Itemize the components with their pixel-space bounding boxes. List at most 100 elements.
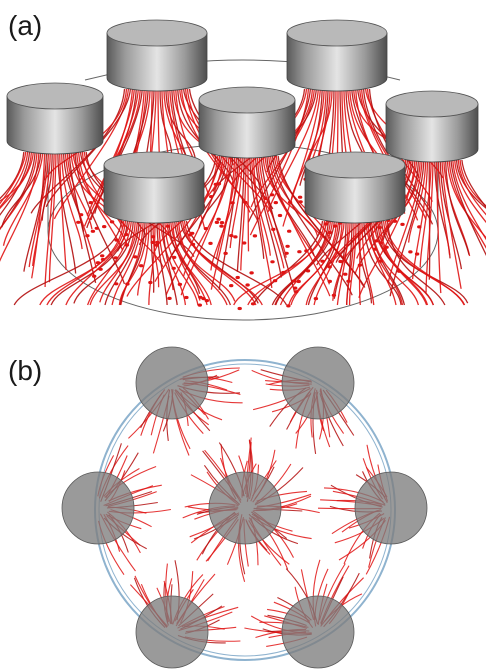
streamline-3d bbox=[346, 220, 355, 306]
streamline-3d bbox=[179, 220, 259, 304]
particle-3d bbox=[203, 227, 209, 231]
particle-3d bbox=[184, 295, 189, 300]
particle-3d bbox=[384, 245, 389, 249]
streamline-3d bbox=[118, 220, 148, 306]
particle-3d bbox=[114, 282, 119, 286]
streamline-3d bbox=[73, 220, 134, 304]
streamline-3d bbox=[267, 88, 319, 212]
particle-3d bbox=[94, 226, 100, 230]
particle-3d bbox=[298, 200, 303, 204]
cylinders-3d bbox=[6, 19, 479, 224]
particle-3d bbox=[113, 256, 118, 260]
particle-3d bbox=[271, 227, 276, 231]
particle-3d bbox=[327, 265, 332, 269]
particle-3d bbox=[125, 282, 130, 286]
streamline-3d bbox=[0, 151, 40, 263]
streamline-3d bbox=[13, 220, 123, 306]
streamline-3d bbox=[148, 220, 156, 306]
streamline-3d bbox=[165, 88, 196, 160]
particle-3d bbox=[323, 222, 329, 226]
streamline-3d bbox=[386, 220, 446, 306]
streamline-3d bbox=[218, 155, 240, 290]
particle-3d bbox=[76, 220, 81, 224]
particle-3d bbox=[100, 257, 106, 262]
particle-3d bbox=[209, 195, 214, 199]
particle-3d bbox=[102, 225, 107, 229]
particle-3d bbox=[414, 252, 420, 256]
streamline-3d bbox=[198, 155, 234, 229]
particle-3d bbox=[338, 259, 343, 264]
particle-3d bbox=[187, 233, 193, 237]
particle-3d bbox=[400, 222, 405, 226]
particle-3d bbox=[378, 241, 383, 245]
cylinder-side bbox=[304, 164, 406, 224]
particle-3d bbox=[287, 229, 292, 233]
streamline-3d bbox=[250, 88, 315, 208]
streamline-3d bbox=[452, 159, 486, 241]
particle-3d bbox=[154, 243, 159, 247]
streamline-3d bbox=[156, 220, 168, 306]
cylinder-side bbox=[106, 32, 208, 92]
particle-3d bbox=[235, 275, 240, 280]
particle-3d bbox=[133, 255, 138, 259]
cylinder-top bbox=[106, 19, 208, 47]
particle-3d bbox=[327, 230, 333, 235]
streamline-3d bbox=[365, 220, 404, 306]
cylinder-top bbox=[198, 86, 296, 114]
streamline-3d bbox=[444, 159, 470, 255]
cylinder-footprint bbox=[354, 471, 428, 545]
particle-3d bbox=[213, 182, 218, 186]
particle-3d bbox=[242, 241, 247, 245]
cylinder-footprint bbox=[135, 346, 209, 420]
streamline-3d bbox=[358, 220, 361, 306]
particle-3d bbox=[172, 255, 177, 259]
particle-3d bbox=[177, 282, 183, 286]
streamline-3d bbox=[136, 220, 150, 296]
particle-3d bbox=[171, 266, 176, 270]
streamline-3d bbox=[31, 151, 46, 279]
particle-3d bbox=[190, 242, 196, 246]
particle-3d bbox=[332, 224, 338, 228]
particle-3d bbox=[229, 284, 234, 288]
cylinder-side bbox=[198, 99, 296, 159]
particle-3d bbox=[109, 220, 115, 224]
streamline-3d bbox=[168, 220, 201, 294]
streamline-3d bbox=[277, 155, 366, 288]
particle-3d bbox=[243, 200, 248, 204]
streamline-3d bbox=[176, 220, 236, 302]
particle-3d bbox=[296, 279, 301, 284]
streamline-3d bbox=[0, 151, 33, 202]
particle-3d bbox=[378, 259, 383, 263]
cylinder-footprint bbox=[281, 346, 355, 420]
cylinder-3d bbox=[106, 19, 208, 92]
streamline-3d bbox=[162, 220, 178, 306]
streamline-3d bbox=[446, 159, 486, 239]
particle-3d bbox=[85, 234, 90, 238]
streamline-3d bbox=[247, 155, 250, 252]
streamline-3d bbox=[81, 151, 164, 267]
streamline-3d bbox=[0, 151, 27, 205]
cylinder-top bbox=[6, 82, 104, 110]
streamline-3d bbox=[53, 88, 130, 220]
streamline-3d bbox=[30, 88, 126, 214]
cylinder-3d bbox=[385, 90, 479, 163]
streamline-3d bbox=[236, 155, 245, 272]
particle-3d bbox=[417, 225, 422, 229]
streamline-3d bbox=[1, 151, 42, 228]
streamline-3d bbox=[361, 220, 375, 306]
streamline-3d bbox=[70, 151, 124, 229]
particle-3d bbox=[392, 219, 398, 223]
particle-3d bbox=[346, 279, 351, 283]
panel-label-a: (a) bbox=[8, 10, 43, 41]
streamline-3d bbox=[76, 151, 128, 244]
particle-3d bbox=[293, 286, 298, 290]
cylinder-3d bbox=[286, 19, 388, 92]
particle-3d bbox=[124, 243, 130, 247]
streamline-3d bbox=[271, 155, 353, 296]
particle-3d bbox=[297, 195, 303, 199]
particle-3d bbox=[237, 306, 242, 311]
particle-3d bbox=[78, 213, 84, 217]
streamline-3d bbox=[28, 151, 50, 268]
particle-3d bbox=[286, 304, 291, 308]
streamline-3d bbox=[450, 159, 486, 257]
